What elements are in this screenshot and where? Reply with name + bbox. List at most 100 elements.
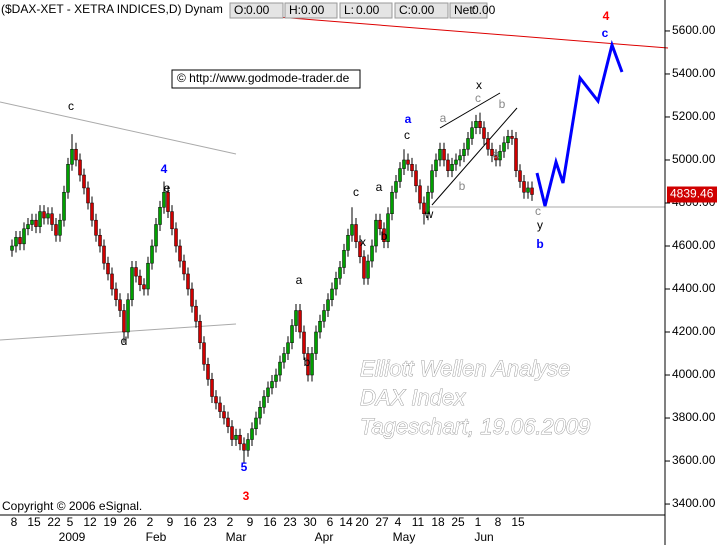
candle-body (314, 331, 318, 354)
header-label: H: (289, 3, 301, 17)
candle-body (354, 224, 358, 242)
candle-body (206, 364, 210, 380)
candle-body (426, 191, 430, 214)
candle-body (470, 127, 474, 139)
x-tick-label: 22 (47, 515, 61, 529)
x-tick-label: 16 (263, 515, 277, 529)
candle-body (46, 213, 50, 219)
candle-body (98, 234, 102, 247)
header-label: C: (399, 3, 411, 17)
candle-body (218, 402, 222, 412)
x-tick-label: 6 (327, 515, 334, 529)
candle-body (238, 434, 242, 445)
wave-label: c (68, 99, 74, 113)
x-tick-label: 1 (475, 515, 482, 529)
wave-label: a (376, 180, 383, 194)
candle-body (154, 224, 158, 247)
candle-body (370, 245, 374, 262)
candle-body (38, 211, 42, 227)
candle-body (198, 321, 202, 344)
candle-body (334, 278, 338, 290)
candle-body (62, 191, 66, 221)
candle-body (286, 342, 290, 354)
candle-body (510, 136, 514, 139)
candle-body (486, 138, 490, 150)
y-tick-label: 5600.00 (672, 23, 716, 37)
candle-body (402, 159, 406, 169)
watermark: Tageschart, 19.06.2009 (360, 414, 590, 439)
candle-body (50, 213, 54, 225)
month-label: Apr (315, 530, 334, 544)
candle-body (298, 310, 302, 333)
candle-body (430, 170, 434, 193)
month-label: 2009 (59, 530, 86, 544)
candle-body (66, 164, 70, 193)
copyright: Copyright © 2006 eSignal. (2, 499, 142, 513)
candle-body (318, 321, 322, 333)
candles (10, 112, 534, 464)
wave-label: b (499, 97, 506, 111)
candle-body (162, 191, 166, 208)
header-box (394, 2, 449, 19)
candle-body (278, 361, 282, 376)
candle-body (54, 224, 58, 236)
candle-body (22, 228, 26, 245)
candle-body (462, 148, 466, 156)
candle-body (458, 155, 462, 161)
wave-label: b (381, 229, 388, 243)
candle-body (330, 288, 334, 301)
candle-body (82, 174, 86, 189)
x-tick-label: 25 (451, 515, 465, 529)
wave-label: 4 (603, 9, 610, 23)
candle-body (474, 121, 478, 128)
candle-body (262, 396, 266, 408)
wave-label: a (440, 111, 447, 125)
candle-body (418, 185, 422, 204)
candle-body (266, 387, 270, 397)
y-tick-label: 5400.00 (672, 66, 716, 80)
candle-body (530, 187, 534, 195)
candle-body (138, 275, 142, 285)
candle-body (294, 310, 298, 326)
trendline (431, 107, 518, 206)
y-tick-label: 5000.00 (672, 152, 716, 166)
candle-body (514, 138, 518, 171)
y-tick-label: 4200.00 (672, 324, 716, 338)
trendline (439, 92, 501, 129)
last-price: 4839.46 (670, 187, 714, 201)
header-box (284, 2, 338, 19)
candle-body (174, 228, 178, 247)
candle-body (494, 155, 498, 161)
x-tick-label: 11 (412, 515, 425, 529)
candle-body (18, 237, 22, 245)
candle-body (170, 211, 174, 230)
header-value: 0.00 (472, 3, 496, 17)
candle-body (282, 353, 286, 363)
x-tick-label: 23 (283, 515, 297, 529)
candle-body (450, 164, 454, 171)
candle-body (386, 213, 390, 242)
candle-body (398, 168, 402, 182)
wave-label: d (121, 334, 128, 348)
y-tick-label: 3800.00 (672, 410, 716, 424)
header-fields: O: 0.00 H: 0.00 L: 0.00 C: 0.00 Net:0.00 (229, 2, 496, 19)
x-tick-label: 9 (247, 515, 254, 529)
candle-body (526, 187, 530, 193)
candle-body (182, 260, 186, 275)
candle-body (150, 245, 154, 264)
candle-body (394, 181, 398, 193)
candle-body (362, 256, 366, 279)
x-tick-label: 26 (123, 515, 137, 529)
candle-body (250, 428, 254, 440)
candle-body (498, 151, 502, 161)
candle-body (122, 310, 126, 333)
candle-body (310, 353, 314, 376)
candle-body (118, 299, 122, 311)
candle-body (366, 260, 370, 279)
candle-body (422, 202, 426, 214)
wave-label: w (424, 207, 434, 221)
watermark: Elliott Wellen Analyse (360, 356, 570, 381)
candle-body (490, 148, 494, 156)
candle-body (258, 407, 262, 419)
wave-label: x (360, 235, 366, 249)
